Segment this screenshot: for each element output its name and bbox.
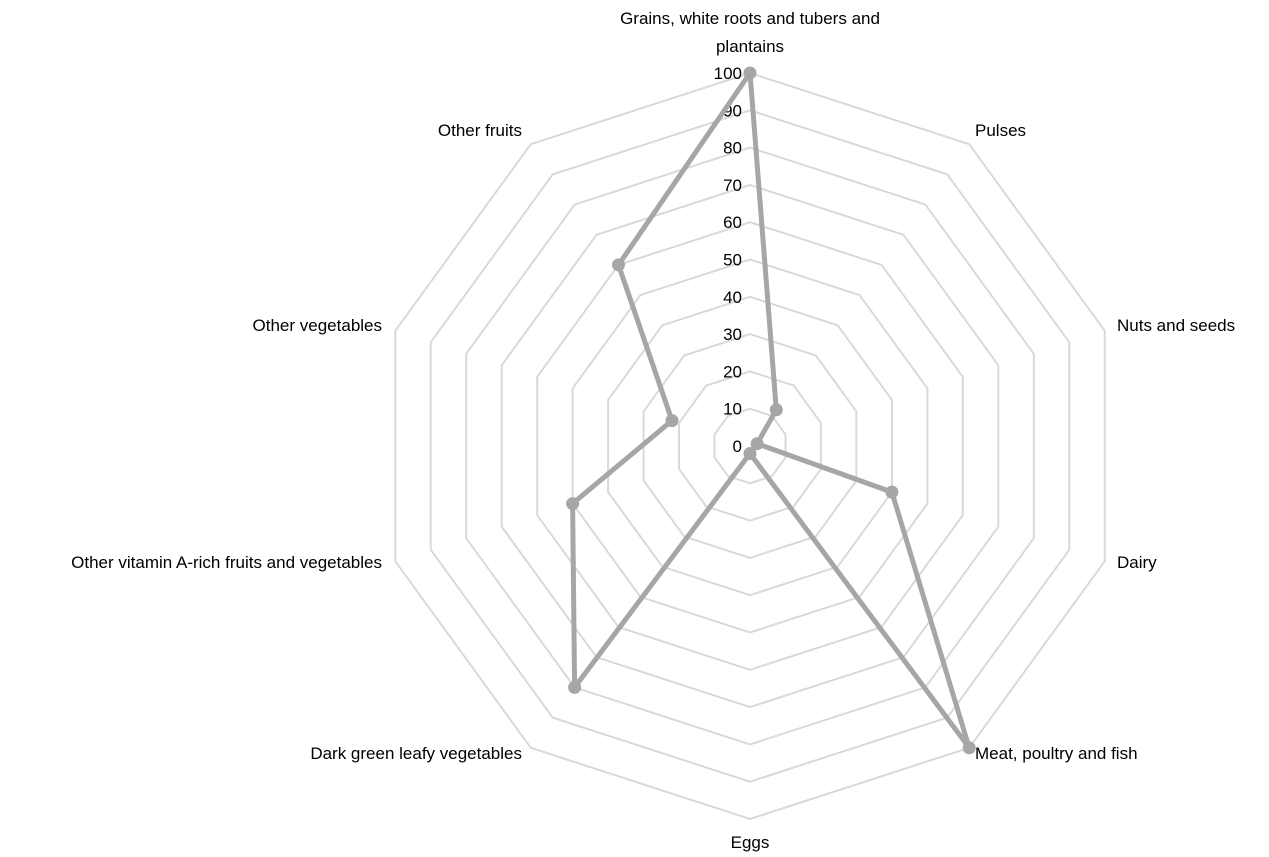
grid-ring-100 <box>394 71 1106 821</box>
category-label-1: Grains, white roots and tubers and planta… <box>620 9 880 56</box>
tick-label-30: 30 <box>723 325 742 344</box>
grid-ring-60 <box>536 221 964 671</box>
data-point-10 <box>612 258 625 272</box>
series-layer <box>566 66 976 755</box>
category-label-5: Meat, poultry and fish <box>975 744 1138 763</box>
category-label-7: Dark green leafy vegetables <box>310 744 522 763</box>
tick-label-60: 60 <box>723 213 742 232</box>
tick-label-10: 10 <box>723 400 742 419</box>
category-label-8: Other vitamin A-rich fruits and vegetabl… <box>71 553 382 572</box>
data-point-4 <box>885 485 899 499</box>
tick-label-0: 0 <box>733 437 742 456</box>
category-label-6: Eggs <box>731 833 770 852</box>
tick-label-20: 20 <box>723 362 742 381</box>
grid-ring-80 <box>465 146 1035 746</box>
category-labels: Grains, white roots and tubers and planta… <box>71 9 1235 852</box>
grid-ring-30 <box>642 333 858 559</box>
grid-ring-90 <box>429 109 1071 783</box>
category-label-10: Other fruits <box>438 121 522 140</box>
data-point-3 <box>750 437 764 451</box>
category-label-2: Pulses <box>975 121 1026 140</box>
data-point-7 <box>568 680 582 694</box>
tick-label-100: 100 <box>714 64 742 83</box>
grid-ring-70 <box>500 183 1000 709</box>
grid-ring-40 <box>607 295 893 597</box>
category-label-4: Dairy <box>1117 553 1157 572</box>
category-label-3: Nuts and seeds <box>1117 316 1235 335</box>
tick-label-70: 70 <box>723 176 742 195</box>
grid-ring-10 <box>713 407 787 485</box>
data-point-9 <box>665 414 679 428</box>
tick-label-80: 80 <box>723 139 742 158</box>
data-point-5 <box>962 741 976 755</box>
grid-layer <box>394 71 1106 821</box>
data-point-1 <box>743 66 757 80</box>
data-point-2 <box>769 403 783 417</box>
data-point-6 <box>743 447 757 460</box>
grid-ring-50 <box>571 258 929 634</box>
grid-ring-20 <box>678 370 822 522</box>
data-point-8 <box>566 497 580 511</box>
tick-label-40: 40 <box>723 288 742 307</box>
category-label-9: Other vegetables <box>253 316 382 335</box>
tick-label-50: 50 <box>723 251 742 270</box>
